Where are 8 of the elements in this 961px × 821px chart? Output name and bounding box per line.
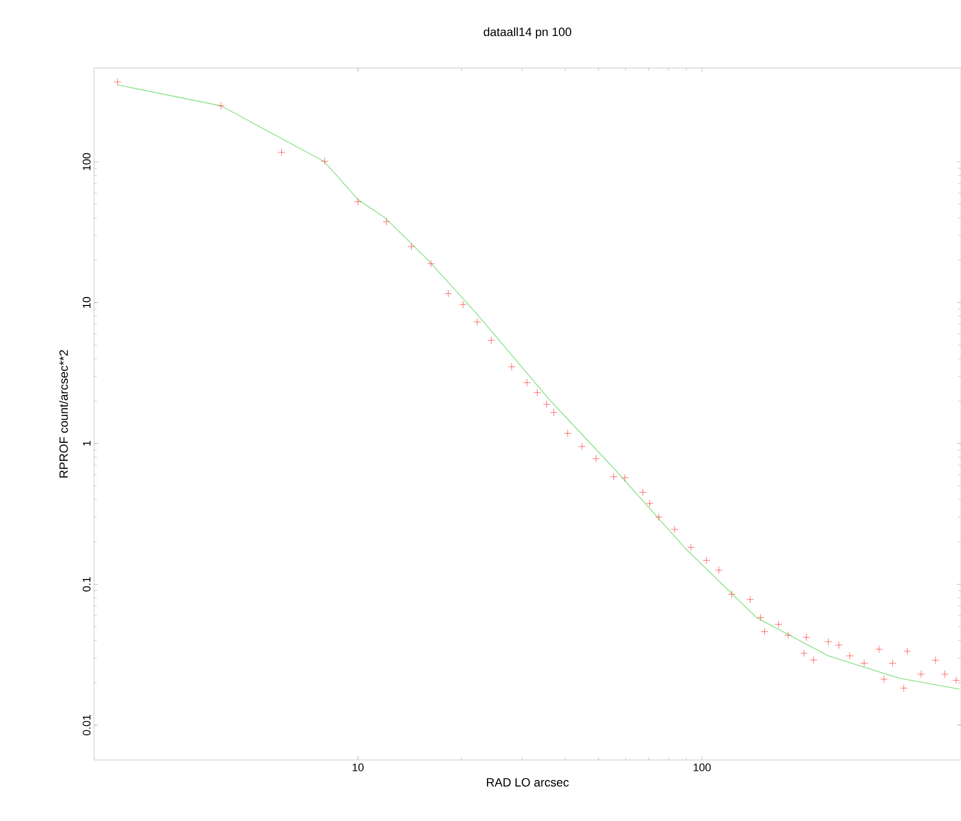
y-axis-title: RPROF count/arcsec**2	[59, 350, 68, 478]
y-tick-label: 10	[82, 296, 90, 308]
chart-title: dataall14 pn 100	[484, 27, 572, 38]
y-tick-label: 1	[82, 440, 90, 446]
x-axis-title: RAD LO arcsec	[486, 778, 569, 787]
y-tick-label: 0.1	[82, 577, 90, 592]
y-tick-label: 0.01	[82, 714, 90, 736]
y-tick-label: 100	[82, 153, 90, 170]
